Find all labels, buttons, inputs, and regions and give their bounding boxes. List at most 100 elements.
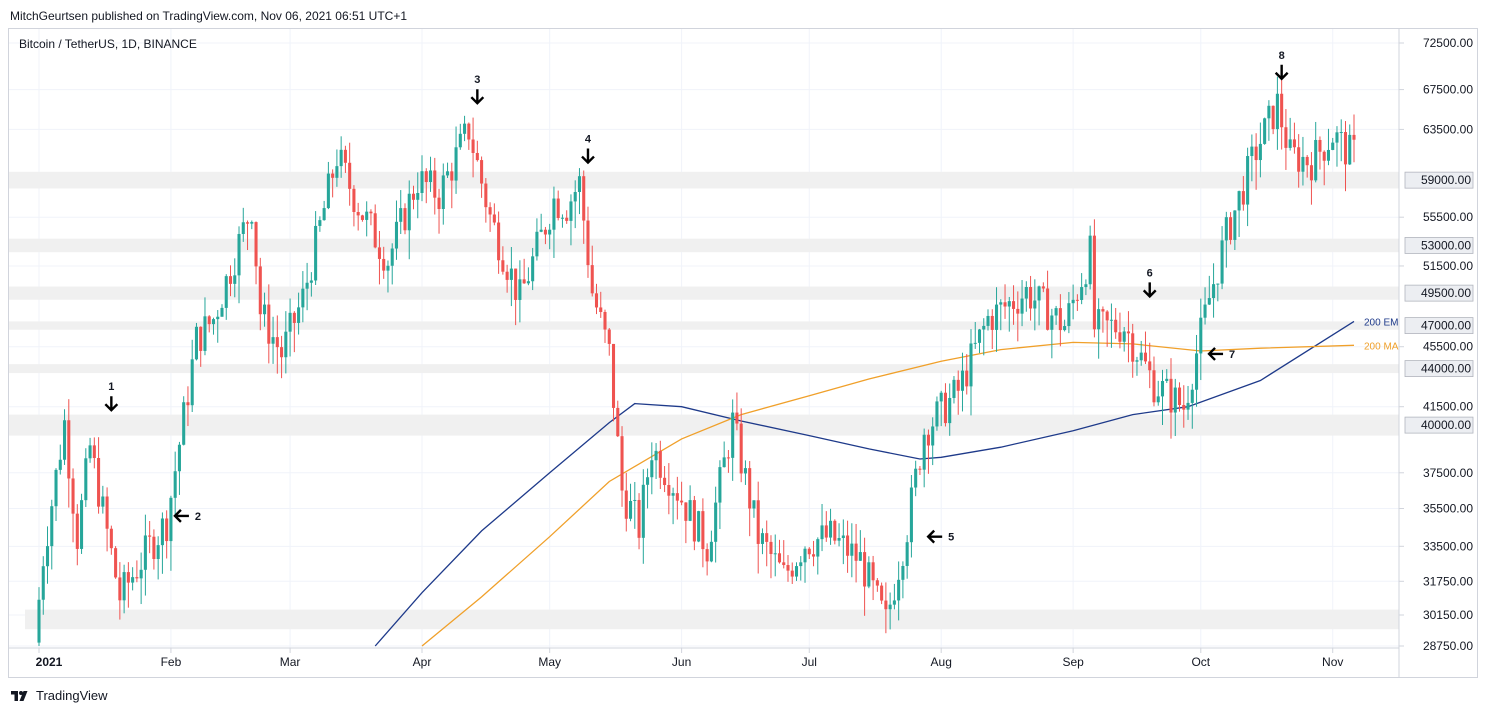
ma-200-line — [421, 341, 1355, 647]
candle-body — [841, 535, 845, 539]
time-axis[interactable]: 2021 Feb Mar Apr May Jun Jul Aug Sep Oct Nov — [36, 648, 1344, 669]
time-tick-label: Mar — [280, 655, 301, 669]
candle-body — [1267, 105, 1271, 119]
candle-body — [497, 222, 501, 261]
annotation-label: 6 — [1147, 267, 1153, 279]
candle-body — [233, 275, 237, 284]
candle-body — [450, 171, 454, 181]
candle-body — [75, 513, 79, 549]
candle-body — [390, 248, 394, 266]
candle-body — [118, 577, 122, 601]
candle-body — [807, 548, 811, 555]
candle-body — [986, 315, 990, 326]
candle-body — [735, 412, 739, 424]
candle-body — [352, 188, 356, 213]
annotation-5: 5 — [926, 529, 954, 544]
candle-body — [994, 304, 999, 330]
candle-body — [1063, 326, 1067, 331]
candle-body — [275, 337, 279, 348]
candle-body — [1016, 308, 1020, 314]
candle-body — [1152, 370, 1156, 403]
candle-body — [237, 233, 241, 276]
candle-body — [1024, 287, 1028, 299]
candle-body — [309, 280, 313, 283]
candle-body — [1122, 331, 1126, 342]
arrow-down-icon — [581, 148, 595, 165]
candle-body — [1037, 286, 1041, 301]
candle-body — [301, 288, 305, 308]
candle-body — [403, 208, 407, 231]
candle-body — [139, 569, 143, 579]
candle-body — [752, 500, 756, 509]
zone-level-label: 49500.00 — [1421, 286, 1471, 300]
footer-brand[interactable]: TradingView — [10, 688, 108, 703]
symbol-label: Bitcoin / TetherUS, 1D, BINANCE — [19, 37, 197, 51]
candle-body — [1229, 217, 1233, 240]
candle-body — [1177, 387, 1182, 406]
time-tick-label: Jul — [802, 655, 817, 669]
candle-body — [203, 316, 207, 351]
candle-body — [484, 183, 488, 208]
candle-body — [760, 533, 764, 544]
candle-body — [326, 173, 330, 209]
candle-body — [858, 552, 862, 561]
candle-body — [726, 457, 730, 459]
candle-body — [1007, 301, 1011, 307]
candle-body — [1160, 380, 1165, 397]
candle-body — [131, 577, 135, 583]
candle-body — [765, 533, 769, 542]
zone-band — [9, 286, 1399, 300]
candle-body — [135, 577, 139, 579]
candle-body — [101, 496, 105, 507]
time-tick-label: 2021 — [36, 655, 63, 669]
candle-body — [1131, 333, 1135, 362]
candle-body — [688, 500, 692, 521]
candle-body — [573, 191, 577, 202]
candle-body — [1050, 315, 1054, 330]
candle-body — [1020, 298, 1024, 314]
candle-body — [63, 420, 67, 460]
footer-brand-name: TradingView — [36, 688, 108, 703]
candle-body — [433, 170, 437, 198]
candle-body — [607, 329, 611, 344]
candle-body — [1092, 235, 1096, 330]
price-axis[interactable]: 72500.00 67500.00 63500.00 55500.00 51500.00… — [1399, 36, 1474, 653]
candle-body — [1254, 146, 1258, 161]
candle-body — [1258, 143, 1262, 161]
annotation-6: 6 — [1142, 267, 1157, 299]
candle-body — [471, 139, 475, 153]
candle-body — [709, 541, 713, 562]
candle-body — [58, 459, 62, 470]
candle-body — [880, 585, 884, 601]
candle-body — [1033, 300, 1037, 309]
price-chart[interactable]: 200 EMA 200 MA 1 2 3 4 5 6 7 8 72500.00 67500.00 6… — [9, 29, 1477, 677]
candle-body — [54, 469, 58, 507]
candle-body — [697, 511, 701, 542]
annotation-label: 3 — [474, 74, 480, 86]
candle-body — [1173, 387, 1177, 413]
candle-body — [990, 315, 994, 330]
zone-band — [9, 171, 1399, 189]
candle-body — [837, 538, 841, 541]
annotation-4: 4 — [581, 134, 595, 165]
candle-body — [943, 392, 947, 424]
candle-body — [846, 535, 850, 556]
candle-body — [569, 201, 573, 221]
candle-body — [1109, 319, 1113, 321]
candle-body — [199, 326, 203, 351]
candle-body — [684, 502, 688, 521]
chart-frame[interactable]: 200 EMA 200 MA 1 2 3 4 5 6 7 8 72500.00 67500.00 6… — [8, 28, 1478, 678]
candle-body — [756, 500, 760, 544]
candle-body — [1135, 360, 1139, 362]
zone-level-label: 53000.00 — [1421, 238, 1471, 252]
candle-body — [331, 173, 335, 178]
ema-200-line — [374, 320, 1355, 647]
candle-body — [1003, 302, 1007, 307]
candle-body — [1348, 134, 1352, 165]
candle-body — [1284, 127, 1288, 148]
candle-body — [288, 312, 292, 332]
candle-body — [522, 279, 526, 284]
candle-body — [794, 566, 799, 577]
candle-body — [769, 541, 773, 555]
candle-body — [437, 197, 441, 209]
